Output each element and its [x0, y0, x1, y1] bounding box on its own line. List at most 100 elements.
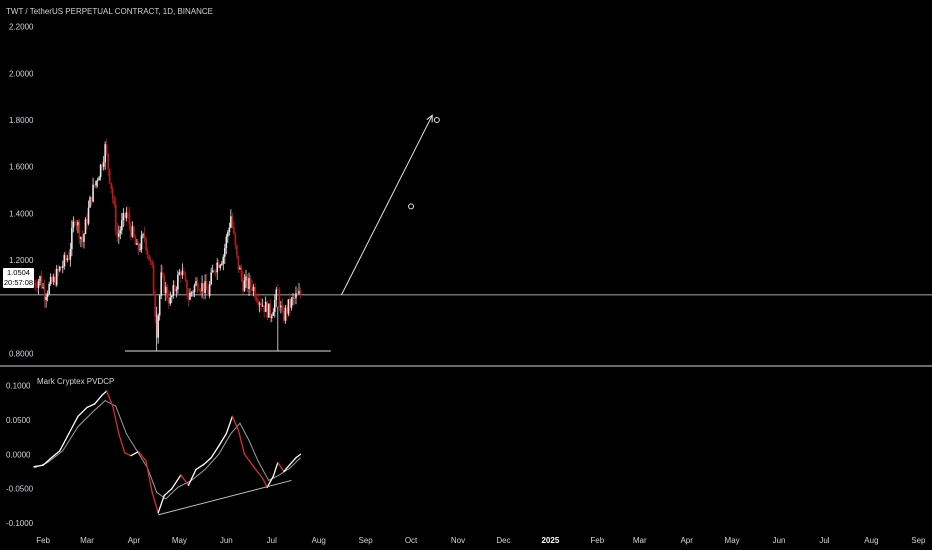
candle-body — [228, 227, 231, 233]
candle-body — [248, 278, 250, 289]
price-tick-label: 2.0000 — [9, 69, 34, 78]
indicator-fast-segment — [93, 394, 103, 405]
indicator-fast-segment — [86, 403, 96, 409]
candle-body — [180, 272, 182, 276]
candle-body — [278, 289, 281, 308]
candle-body — [78, 222, 81, 240]
candle-body — [213, 270, 216, 272]
indicator-tick-label: -0.0500 — [6, 485, 34, 494]
projection-arrow — [340, 115, 433, 296]
candle-body — [167, 297, 170, 304]
candle-body — [172, 285, 175, 296]
indicator-fast-segment — [195, 463, 205, 471]
indicator-fast-segment — [266, 475, 274, 488]
time-axis-label: 2025 — [541, 536, 559, 545]
candle-body — [299, 291, 302, 296]
arrow-head — [426, 114, 433, 123]
candle-body — [186, 279, 188, 296]
time-axis-label: Mar — [633, 536, 647, 545]
candle-body — [174, 285, 176, 291]
candle-body — [166, 286, 169, 298]
candle-body — [283, 310, 285, 321]
candle-body — [257, 300, 259, 305]
time-axis-label: Jun — [220, 536, 233, 545]
indicator-fast-segment — [151, 491, 159, 514]
candle-body — [266, 301, 269, 318]
candle-body — [46, 293, 49, 297]
candle-body — [124, 213, 126, 219]
candle-body — [87, 207, 90, 224]
indicator-fast-segment — [231, 415, 240, 431]
indicator-fast-segment — [130, 450, 140, 457]
candle-body — [246, 276, 249, 289]
candle-body — [66, 258, 69, 261]
candle-body — [92, 184, 94, 202]
time-axis-label: Dec — [496, 536, 510, 545]
candle-body — [80, 237, 82, 240]
indicator-fast-segment — [262, 477, 268, 488]
candle-body — [71, 227, 73, 250]
candle-body — [104, 144, 106, 163]
candle-body — [102, 162, 105, 167]
indicator-fast-segment — [180, 474, 190, 486]
candle-body — [127, 212, 129, 215]
candle-body — [90, 197, 93, 202]
time-axis-label: Feb — [590, 536, 604, 545]
candle-body — [137, 243, 140, 250]
candle-body — [110, 182, 113, 189]
candle-body — [267, 303, 270, 318]
candle-body — [39, 276, 41, 282]
current-price-label: 1.0504 — [7, 268, 30, 277]
candle-body — [193, 285, 196, 293]
candle-body — [220, 263, 223, 266]
candle-body — [281, 305, 284, 311]
indicator-fast-segment — [237, 429, 246, 455]
candle-body — [68, 258, 70, 260]
candle-body — [236, 245, 238, 256]
candle-body — [189, 292, 191, 300]
time-axis-label: Mar — [80, 536, 94, 545]
candle-body — [195, 281, 197, 286]
candle-body — [140, 235, 143, 250]
candle-body — [145, 238, 147, 251]
candle-body — [272, 311, 275, 316]
candle-body — [169, 297, 172, 304]
candle-body — [111, 188, 114, 200]
candle-body — [269, 303, 272, 319]
current-price-badge: 1.0504 20:57:08 — [3, 268, 34, 288]
candle-body — [43, 287, 46, 301]
candle-body — [199, 290, 202, 292]
candle-body — [243, 280, 246, 292]
candle-body — [171, 295, 173, 298]
candle-body — [231, 216, 234, 227]
candle-body — [161, 272, 164, 276]
candle-body — [293, 297, 296, 299]
candle-body — [233, 226, 235, 234]
candle-body — [36, 286, 38, 288]
candle-body — [55, 268, 58, 285]
candle-body — [249, 278, 252, 287]
indicator-fast-segment — [295, 453, 302, 459]
candle-body — [205, 281, 208, 290]
candle-body — [287, 299, 290, 314]
candle-body — [89, 197, 91, 208]
indicator-fast-segment — [163, 488, 173, 497]
candle-body — [128, 214, 131, 225]
price-tick-label: 1.8000 — [9, 116, 34, 125]
candle-body — [61, 266, 64, 268]
indicator-tick-label: 0.0000 — [6, 450, 31, 459]
time-axis-label: Jul — [267, 536, 277, 545]
time-axis-label: Jun — [773, 536, 786, 545]
indicator-fast-segment — [283, 463, 291, 473]
candle-body — [201, 283, 203, 292]
candle-body — [242, 277, 244, 292]
indicator-fast-segment — [243, 453, 255, 468]
candle-body — [101, 164, 103, 167]
candle-body — [234, 233, 237, 246]
candle-body — [222, 256, 225, 264]
candle-body — [52, 276, 55, 283]
circle-marker — [408, 203, 415, 210]
candle-body — [134, 237, 137, 245]
indicator-fast-segment — [112, 405, 120, 435]
